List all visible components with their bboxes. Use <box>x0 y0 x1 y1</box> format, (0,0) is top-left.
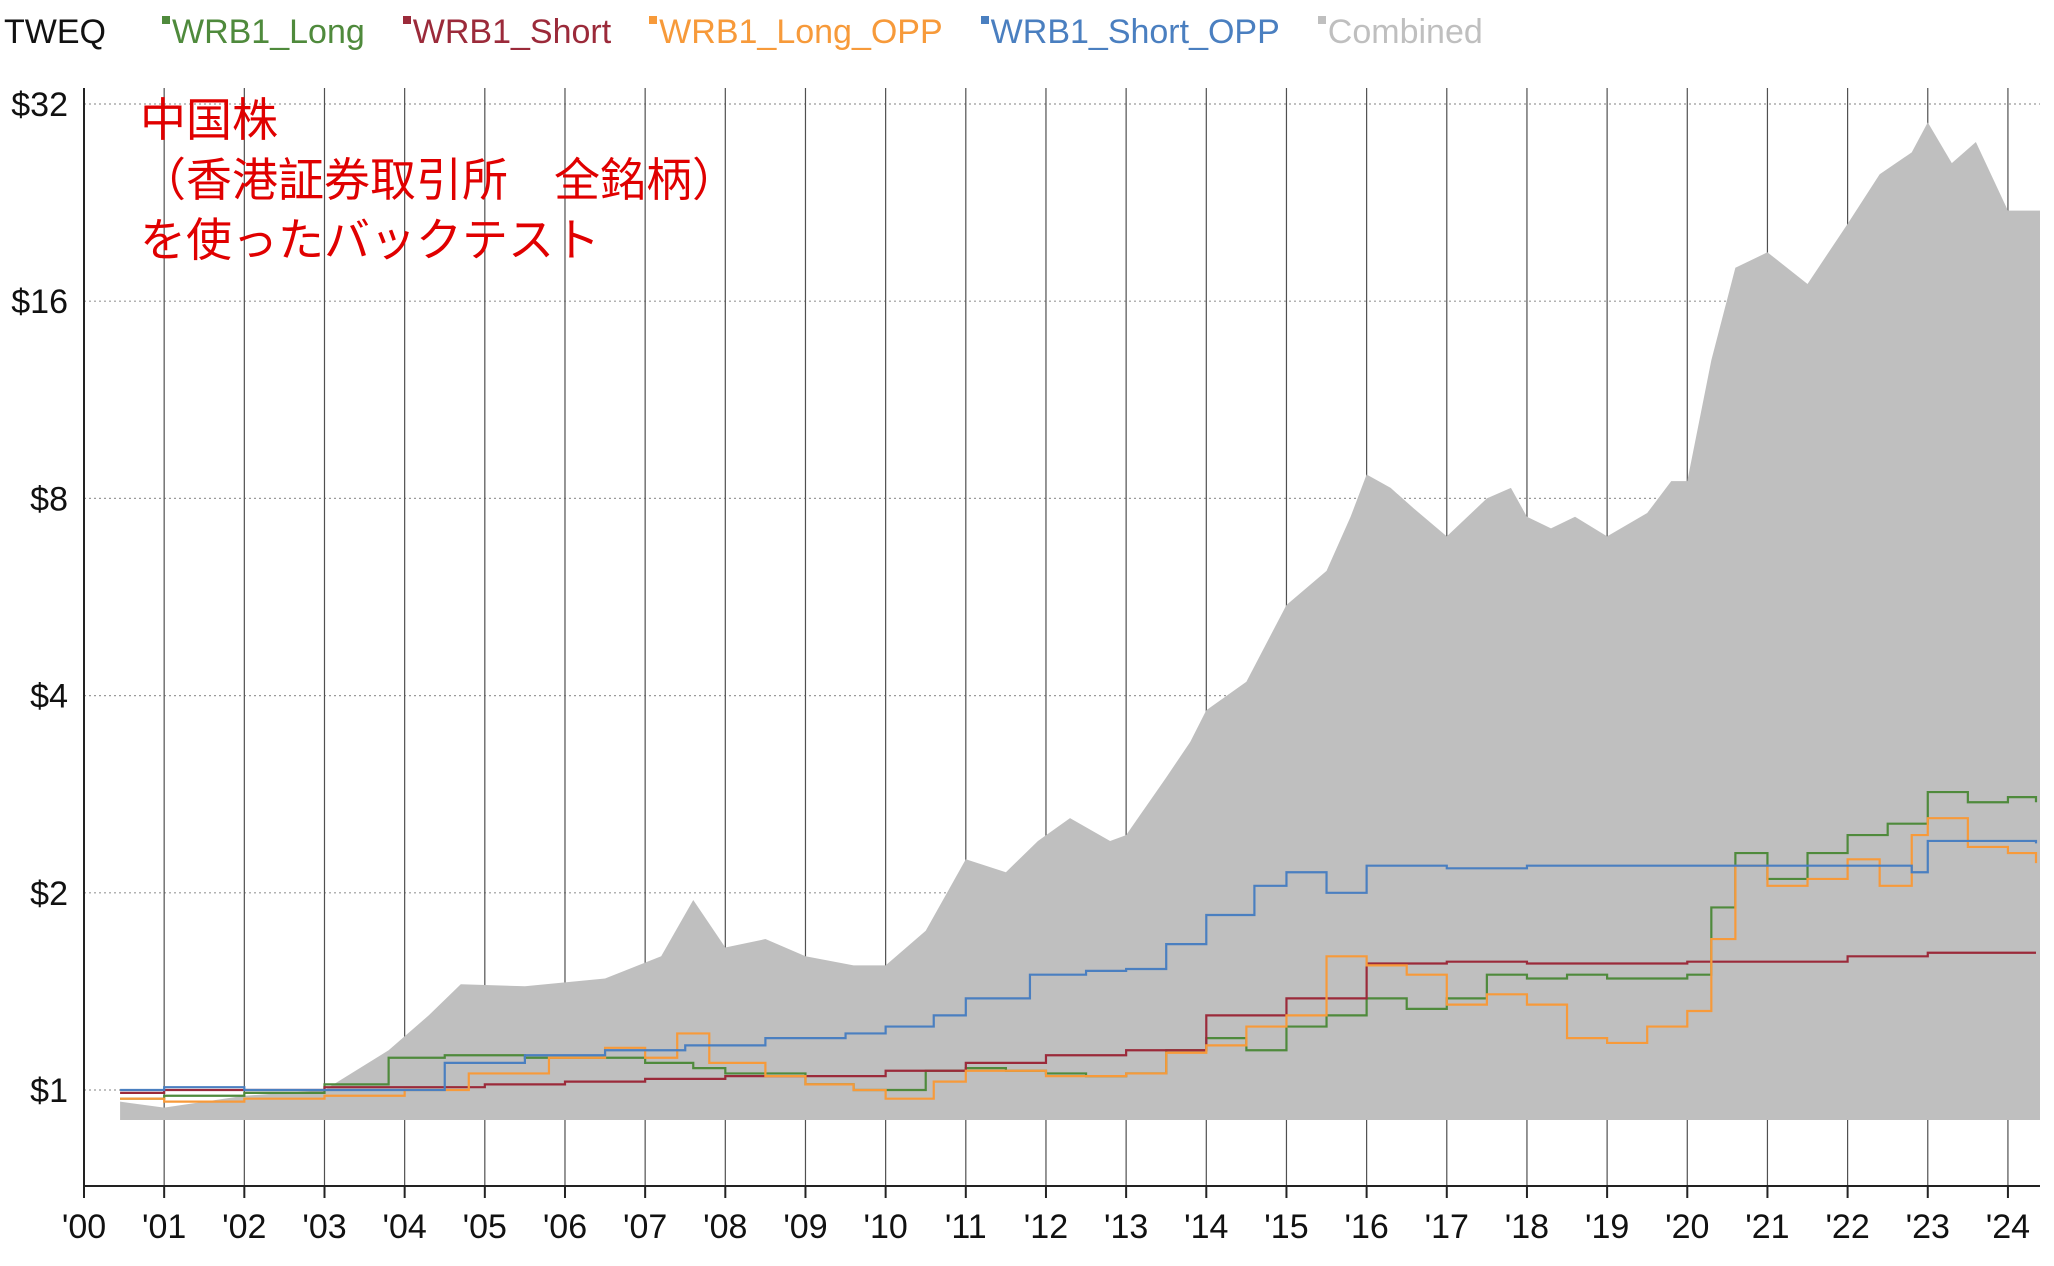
legend-item-combined[interactable]: Combined <box>1317 12 1483 52</box>
y-tick-label: $16 <box>11 283 68 321</box>
x-tick-label: '17 <box>1425 1208 1469 1246</box>
y-tick-label: $32 <box>11 86 68 124</box>
x-tick-label: '02 <box>222 1208 266 1246</box>
x-tick-label: '11 <box>945 1208 987 1246</box>
legend-label: Combined <box>1327 12 1483 51</box>
x-tick-label: '08 <box>703 1208 747 1246</box>
x-tick-label: '01 <box>142 1208 186 1246</box>
axes: $1 $2 $4 $8 $16 $32 '00 '01 '02 '03 '04 '05 '06 '07 '0… <box>11 86 2040 1246</box>
x-tick-label: '04 <box>382 1208 426 1246</box>
x-tick-label: '03 <box>302 1208 346 1246</box>
legend-item-wrb1-long[interactable]: WRB1_Long <box>161 12 365 52</box>
x-tick-label: '05 <box>463 1208 507 1246</box>
x-tick-label: '23 <box>1906 1208 1950 1246</box>
x-tick-label: '06 <box>543 1208 587 1246</box>
x-tick-label: '09 <box>783 1208 827 1246</box>
legend-item-wrb1-short[interactable]: WRB1_Short <box>402 12 612 52</box>
y-tick-label: $8 <box>30 480 68 518</box>
x-tick-label: '16 <box>1344 1208 1388 1246</box>
annotation-line-1: 中国株 <box>140 93 278 147</box>
legend: TWEQ WRB1_Long WRB1_Short WRB1_Long_OPP … <box>0 10 1521 54</box>
x-tick-label: '15 <box>1264 1208 1308 1246</box>
legend-label: WRB1_Long_OPP <box>659 12 943 51</box>
annotation-line-3: を使ったバックテスト <box>140 213 600 267</box>
chart-annotation: 中国株 （香港証券取引所 全銘柄） を使ったバックテスト <box>140 90 738 270</box>
combined-area <box>120 122 2041 1120</box>
legend-swatch-icon <box>161 16 170 24</box>
legend-item-wrb1-short-opp[interactable]: WRB1_Short_OPP <box>980 12 1280 52</box>
y-tick-label: $2 <box>30 875 68 913</box>
legend-title: TWEQ <box>4 12 106 51</box>
y-tick-label: $1 <box>30 1072 68 1110</box>
x-tick-label: '00 <box>62 1208 106 1246</box>
x-tick-label: '07 <box>623 1208 667 1246</box>
combined-area-fill <box>120 122 2041 1120</box>
legend-swatch-icon <box>980 16 989 24</box>
series-line-wrb1-short <box>120 951 2036 1094</box>
x-tick-label: '14 <box>1184 1208 1228 1246</box>
legend-swatch-icon <box>402 16 411 24</box>
x-tick-label: '12 <box>1024 1208 1068 1246</box>
series-lines <box>120 790 2038 1103</box>
legend-label: WRB1_Long <box>171 12 365 51</box>
y-tick-label: $4 <box>30 678 68 716</box>
legend-label: WRB1_Short <box>412 12 612 51</box>
series-line-wrb1-short-opp <box>120 839 2038 1092</box>
x-tick-label: '24 <box>1986 1208 2030 1246</box>
series-line-wrb1-long-opp <box>120 817 2038 1103</box>
legend-swatch-icon <box>649 16 658 24</box>
x-tick-label: '18 <box>1505 1208 1549 1246</box>
legend-label: WRB1_Short_OPP <box>990 12 1280 51</box>
legend-item-wrb1-long-opp[interactable]: WRB1_Long_OPP <box>649 13 943 52</box>
x-tick-label: '20 <box>1665 1208 1709 1246</box>
x-tick-label: '21 <box>1745 1208 1789 1246</box>
x-tick-label: '22 <box>1825 1208 1869 1246</box>
x-tick-label: '19 <box>1585 1208 1629 1246</box>
legend-swatch-icon <box>1317 16 1326 24</box>
x-tick-label: '13 <box>1104 1208 1148 1246</box>
annotation-line-2: （香港証券取引所 全銘柄） <box>140 153 738 207</box>
x-tick-label: '10 <box>863 1208 907 1246</box>
